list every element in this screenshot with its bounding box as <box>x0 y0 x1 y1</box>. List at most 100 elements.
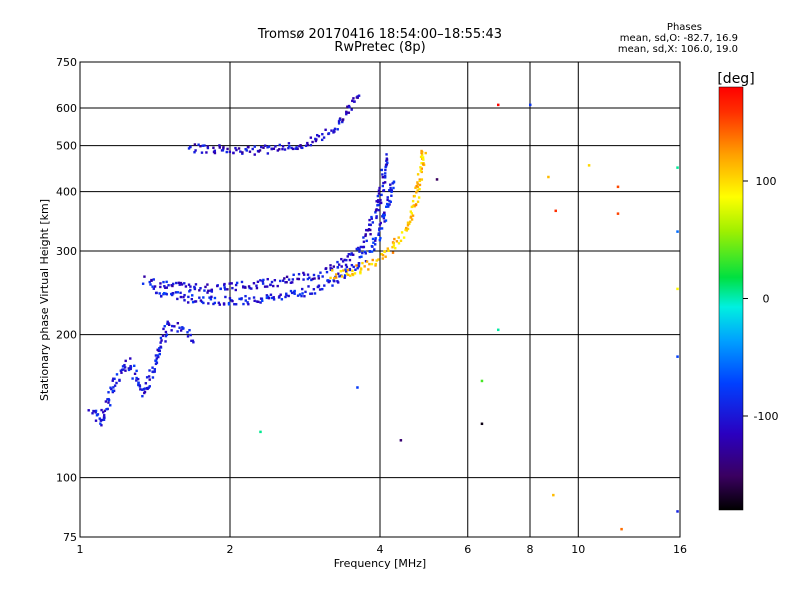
data-point <box>141 394 144 398</box>
data-point <box>178 283 181 286</box>
data-point <box>418 187 421 191</box>
data-point <box>337 120 341 123</box>
data-point <box>363 265 366 268</box>
data-point <box>361 245 365 249</box>
data-point <box>247 285 251 288</box>
data-point <box>237 147 241 150</box>
data-point <box>223 282 226 286</box>
data-point <box>278 143 281 147</box>
data-point <box>399 239 403 243</box>
data-point <box>221 149 225 152</box>
data-point <box>337 263 341 266</box>
data-point <box>164 334 168 338</box>
data-point <box>344 268 347 271</box>
data-point <box>206 146 210 150</box>
data-point <box>151 370 154 373</box>
data-point <box>153 370 156 373</box>
data-point <box>189 333 192 337</box>
data-point <box>157 355 160 359</box>
data-point <box>216 284 219 288</box>
y-tick-label: 200 <box>56 329 77 342</box>
data-point <box>301 287 304 291</box>
data-point <box>321 275 324 278</box>
data-point <box>358 248 361 251</box>
data-point <box>287 294 290 298</box>
data-point <box>420 178 424 181</box>
data-point <box>176 297 179 301</box>
data-point <box>422 158 425 161</box>
data-point <box>377 208 380 212</box>
data-point <box>301 146 304 150</box>
data-point <box>676 510 679 513</box>
data-point <box>253 145 256 148</box>
data-point <box>191 300 195 304</box>
data-point <box>416 181 419 184</box>
y-tick-label: 75 <box>63 531 77 544</box>
data-point <box>480 379 484 383</box>
data-point <box>246 301 249 304</box>
data-point <box>278 148 281 151</box>
data-point <box>292 273 295 276</box>
data-point <box>338 275 341 278</box>
data-point <box>255 300 259 303</box>
data-point <box>213 296 217 300</box>
data-point <box>105 408 108 411</box>
data-point <box>392 241 395 245</box>
data-point <box>137 383 140 387</box>
data-point <box>147 375 151 378</box>
data-point <box>263 144 267 147</box>
data-point <box>291 147 295 151</box>
data-point <box>348 106 351 109</box>
data-point <box>158 349 162 353</box>
data-point <box>206 145 209 148</box>
data-point <box>306 273 310 276</box>
data-point <box>250 287 253 290</box>
data-point <box>350 263 354 267</box>
data-point <box>256 280 260 283</box>
data-point <box>297 272 301 276</box>
data-point <box>422 163 425 166</box>
data-point <box>372 241 375 244</box>
data-point <box>274 145 277 148</box>
data-point <box>255 286 259 290</box>
data-point <box>143 390 147 394</box>
data-point <box>241 151 244 154</box>
data-point <box>234 146 237 150</box>
data-point <box>283 277 286 280</box>
data-point <box>241 152 244 155</box>
data-point <box>357 261 361 265</box>
data-point <box>162 280 165 284</box>
data-point <box>307 285 310 288</box>
data-point <box>164 286 167 289</box>
data-point <box>248 286 251 290</box>
data-point <box>167 284 170 287</box>
data-point <box>345 112 348 116</box>
data-point <box>383 175 387 178</box>
data-point <box>304 290 307 294</box>
data-point <box>301 292 304 295</box>
x-tick-label: 10 <box>571 543 585 556</box>
data-point <box>374 262 377 266</box>
data-point <box>325 270 329 274</box>
data-point <box>203 289 206 292</box>
data-point <box>107 401 110 404</box>
data-point <box>315 138 318 141</box>
data-point <box>240 297 243 301</box>
data-point <box>259 279 262 282</box>
data-point <box>270 296 274 300</box>
data-point <box>390 188 393 192</box>
x-tick-label: 6 <box>464 543 471 556</box>
data-point <box>129 366 133 369</box>
chart-subtitle: RwPretec (8p) <box>334 40 426 55</box>
data-point <box>115 373 119 376</box>
data-point <box>345 270 348 273</box>
data-point <box>179 329 183 332</box>
data-point <box>402 236 406 239</box>
data-point <box>182 295 185 299</box>
data-point <box>179 281 183 285</box>
data-point <box>198 296 201 299</box>
data-point <box>194 300 198 303</box>
data-point <box>93 410 96 413</box>
data-point <box>135 379 138 382</box>
data-point <box>370 250 374 253</box>
